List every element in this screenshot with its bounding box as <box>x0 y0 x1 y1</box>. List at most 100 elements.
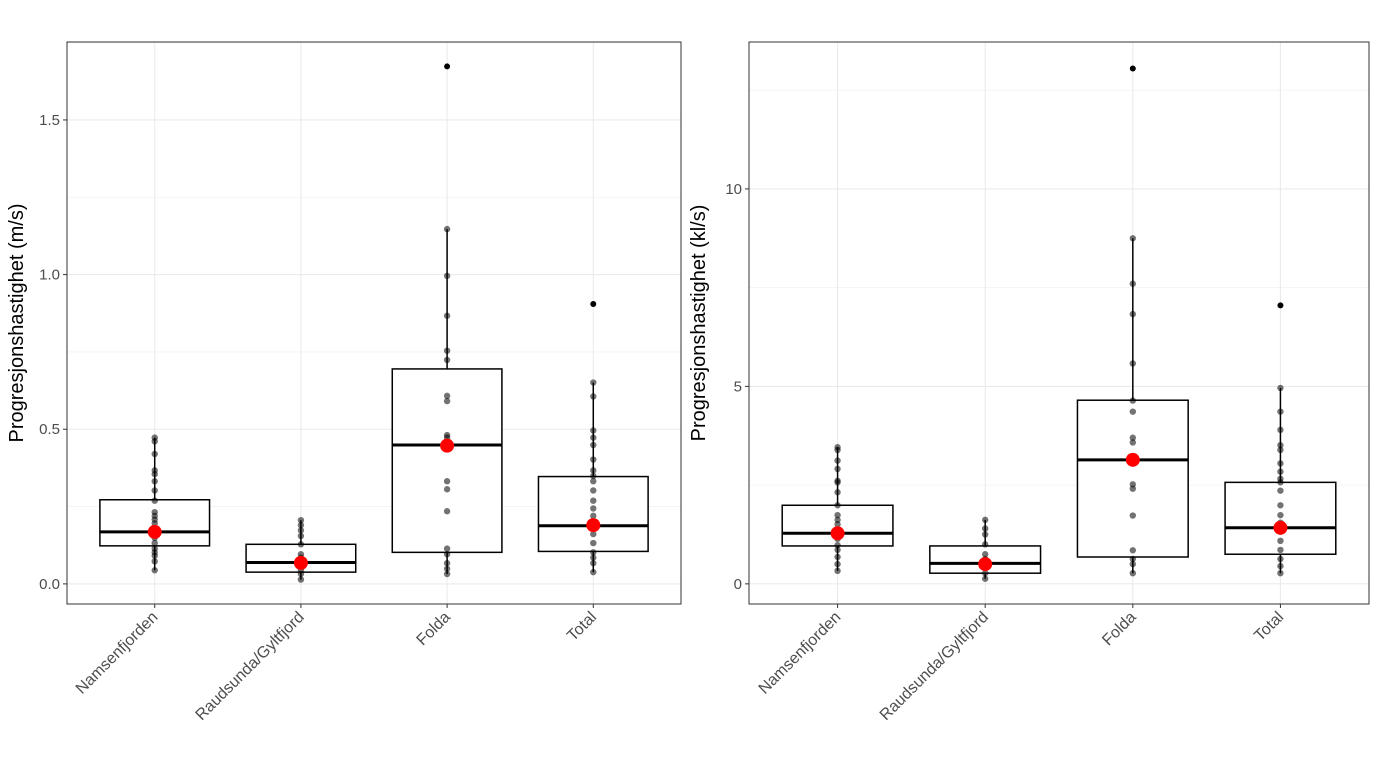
data-point <box>981 525 989 532</box>
x-tick-label: Namsenfjorden <box>73 609 162 698</box>
y-tick-label: 1.0 <box>39 267 60 284</box>
data-point <box>834 553 841 561</box>
outlier-point <box>444 63 451 70</box>
data-point <box>590 487 597 494</box>
data-point <box>590 497 597 504</box>
data-point <box>443 545 451 552</box>
data-point <box>1129 560 1137 568</box>
data-point <box>1277 442 1284 449</box>
data-point <box>151 470 158 478</box>
panel-2: 0 5 10 Namsenfjorden Raudsunda/Gyltfjord Fold… <box>688 41 1370 724</box>
box-raudsunda-gyltfjord <box>929 516 1042 582</box>
data-point <box>590 467 597 474</box>
box-total <box>1224 302 1337 577</box>
data-point <box>834 541 841 549</box>
data-point <box>1277 487 1284 494</box>
data-point <box>981 551 989 558</box>
data-point <box>590 427 597 434</box>
data-point <box>151 487 158 494</box>
data-point <box>590 393 597 400</box>
data-point <box>1277 460 1284 467</box>
data-point <box>834 546 841 554</box>
data-point <box>297 521 305 529</box>
data-point <box>834 446 841 454</box>
data-point <box>590 434 597 441</box>
y-axis-title: Progresjonshastighet (m/s) <box>6 204 28 443</box>
data-point <box>1129 555 1137 563</box>
x-tick-label: Namsenfjorden <box>756 609 845 698</box>
box-folda <box>1076 65 1189 577</box>
outlier-point <box>1277 302 1284 309</box>
data-point <box>981 516 989 524</box>
data-point <box>1129 485 1137 492</box>
outlier-point <box>590 300 597 307</box>
data-point <box>834 465 841 473</box>
data-point <box>590 554 597 561</box>
data-point <box>151 520 158 527</box>
data-point <box>981 575 989 582</box>
data-point <box>1129 235 1137 242</box>
data-point <box>834 521 841 528</box>
x-tick-label: Raudsunda/Gyltfjord <box>877 609 992 724</box>
panel-border <box>748 41 1370 605</box>
data-point <box>297 527 305 534</box>
data-point <box>443 508 451 515</box>
data-point <box>1129 547 1137 554</box>
data-point <box>1277 537 1284 545</box>
data-point <box>151 478 158 485</box>
x-tick-label: Total <box>564 609 600 645</box>
data-point <box>443 486 451 493</box>
data-point <box>834 489 841 496</box>
mean-point <box>978 557 993 572</box>
data-point <box>834 567 841 575</box>
data-point <box>297 541 305 548</box>
panel-border <box>66 41 682 605</box>
x-tick-label: Raudsunda/Gyltfjord <box>193 609 308 724</box>
y-tick-label: 0 <box>734 576 742 593</box>
data-point <box>590 530 597 538</box>
data-point <box>1129 569 1137 577</box>
data-point <box>1129 408 1137 415</box>
data-point <box>1277 446 1284 454</box>
data-point <box>1277 479 1284 486</box>
data-point <box>443 312 451 319</box>
y-axis-title: Progresjonshastighet (kl/s) <box>688 205 710 442</box>
data-point <box>1277 546 1284 554</box>
data-point <box>834 560 841 568</box>
y-tick-label: 0.5 <box>39 421 60 438</box>
data-point <box>297 570 305 578</box>
data-point <box>1129 310 1137 318</box>
data-point <box>1277 502 1284 509</box>
data-point <box>590 505 597 512</box>
data-point <box>151 497 158 504</box>
x-tick-label: Folda <box>1099 609 1139 649</box>
x-tick-label: Total <box>1251 609 1287 645</box>
data-point <box>443 272 451 280</box>
data-point <box>151 539 158 547</box>
y-tick-label: 10 <box>725 181 742 198</box>
data-point <box>590 568 597 576</box>
box-folda <box>391 63 503 578</box>
data-point <box>443 570 451 578</box>
data-point <box>443 392 451 400</box>
data-point <box>1277 511 1284 519</box>
data-point <box>443 565 451 572</box>
data-point <box>443 356 451 364</box>
data-point <box>834 502 841 509</box>
mean-point <box>830 526 845 541</box>
data-point <box>151 552 158 559</box>
data-point <box>443 347 451 354</box>
data-point <box>590 379 597 386</box>
data-point <box>981 531 989 538</box>
data-point <box>834 511 841 519</box>
data-point <box>1277 384 1284 392</box>
data-point <box>1129 280 1137 287</box>
mean-point <box>1125 452 1140 467</box>
data-point <box>151 438 158 445</box>
panel-1: 0.0 0.5 1.0 1.5 Namsenfjorden Raudsunda/Gyltf… <box>6 41 682 724</box>
data-point <box>590 559 597 567</box>
x-tick-label: Folda <box>414 609 454 649</box>
data-point <box>590 472 597 480</box>
data-point <box>443 559 451 567</box>
